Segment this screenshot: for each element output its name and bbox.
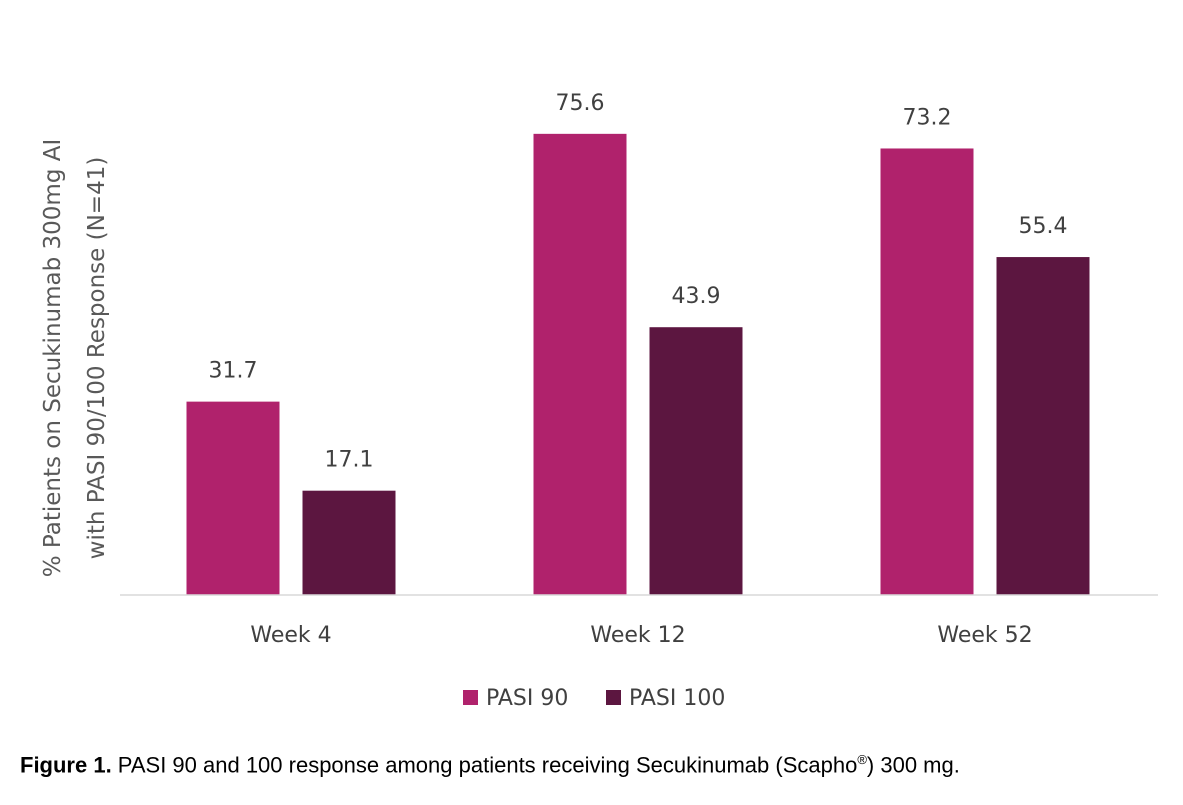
x-tick-label-week-4: Week 4 <box>250 623 331 648</box>
x-tick-label-week-52: Week 52 <box>937 623 1032 648</box>
value-label-week-12-pasi-90: 75.6 <box>556 91 605 116</box>
legend-swatch-pasi-100 <box>606 690 621 705</box>
bar-week-4-pasi-90 <box>186 401 280 595</box>
x-tick-labels-group: Week 4 Week 12 Week 52 <box>250 623 1032 648</box>
value-labels-group: 31.7 17.1 75.6 43.9 73.2 55.4 <box>209 91 1068 473</box>
bar-week-52-pasi-100 <box>996 257 1090 595</box>
bars-group <box>186 133 1090 596</box>
bar-week-52-pasi-90 <box>880 148 974 596</box>
figure-caption: Figure 1. PASI 90 and 100 response among… <box>20 752 1180 778</box>
value-label-week-52-pasi-90: 73.2 <box>903 105 952 130</box>
caption-superscript: ® <box>857 752 867 767</box>
x-tick-label-week-12: Week 12 <box>590 623 685 648</box>
bar-week-12-pasi-100 <box>649 327 743 595</box>
legend-label-pasi-100: PASI 100 <box>629 686 725 711</box>
legend: PASI 90 PASI 100 <box>463 686 725 711</box>
bar-chart: % Patients on Secukinumab 300mg AI with … <box>40 91 1158 711</box>
legend-swatch-pasi-90 <box>463 690 478 705</box>
legend-label-pasi-90: PASI 90 <box>486 686 568 711</box>
y-axis-label-line-1: % Patients on Secukinumab 300mg AI <box>40 139 66 577</box>
caption-text-before: PASI 90 and 100 response among patients … <box>111 752 858 778</box>
y-axis-label: % Patients on Secukinumab 300mg AI with … <box>40 139 110 577</box>
value-label-week-4-pasi-90: 31.7 <box>209 359 258 384</box>
value-label-week-4-pasi-100: 17.1 <box>325 448 374 473</box>
bar-week-12-pasi-90 <box>533 133 627 595</box>
caption-label: Figure 1. <box>20 752 112 778</box>
caption-text-after: ) 300 mg. <box>866 752 960 778</box>
y-axis-label-line-2: with PASI 90/100 Response (N=41) <box>84 157 110 560</box>
value-label-week-52-pasi-100: 55.4 <box>1019 214 1068 239</box>
bar-week-4-pasi-100 <box>302 490 396 595</box>
value-label-week-12-pasi-100: 43.9 <box>672 284 721 309</box>
